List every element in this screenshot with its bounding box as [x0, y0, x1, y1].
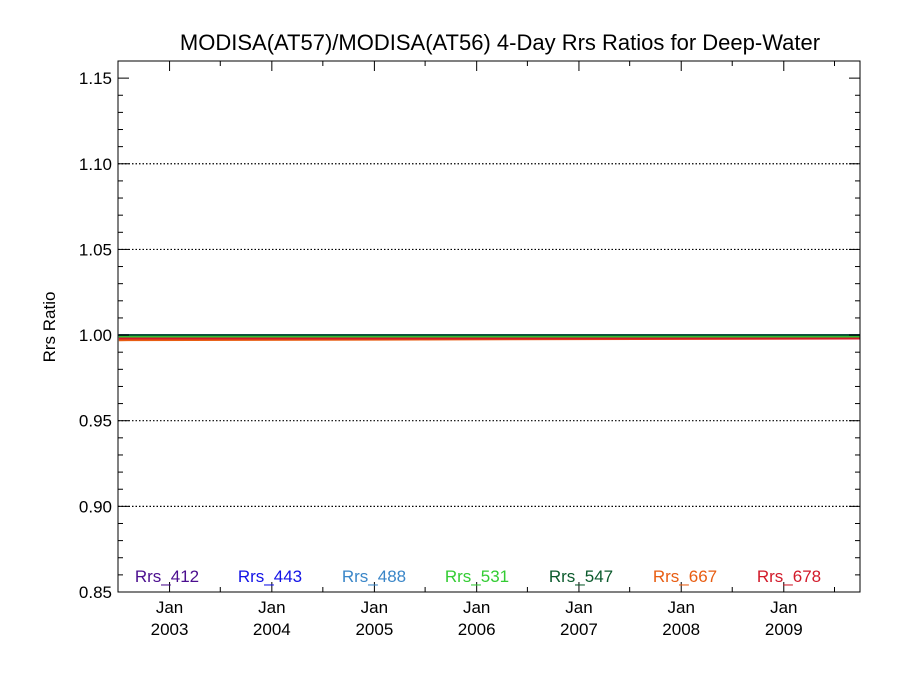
- x-tick-label-year: 2003: [151, 620, 189, 639]
- y-tick-label: 1.15: [79, 69, 112, 88]
- x-tick-labels: Jan 2003 Jan 2004 Jan 2005 Jan 2006 Jan 2007 Jan 20…: [151, 598, 803, 639]
- x-tick-label-year: 2005: [355, 620, 393, 639]
- legend-entry: Rrs_488: [342, 567, 406, 586]
- legend-entry: Rrs_412: [135, 567, 199, 586]
- x-tick-label-year: 2004: [253, 620, 291, 639]
- legend-entry: Rrs_547: [549, 567, 613, 586]
- legend-entry: Rrs_443: [238, 567, 302, 586]
- y-tick-label: 1.05: [79, 240, 112, 259]
- x-tick-label-month: Jan: [565, 598, 592, 617]
- legend: Rrs_412 Rrs_443 Rrs_488 Rrs_531 Rrs_547 Rrs_6…: [135, 567, 821, 586]
- x-tick-label-month: Jan: [770, 598, 797, 617]
- x-tick-label-month: Jan: [258, 598, 285, 617]
- x-tick-label-month: Jan: [361, 598, 388, 617]
- x-tick-label-month: Jan: [156, 598, 183, 617]
- chart-title: MODISA(AT57)/MODISA(AT56) 4-Day Rrs Rati…: [180, 30, 820, 55]
- x-tick-label-month: Jan: [668, 598, 695, 617]
- legend-entry: Rrs_667: [653, 567, 717, 586]
- x-tick-label-year: 2006: [458, 620, 496, 639]
- series-lines: [118, 334, 861, 342]
- x-tick-label-year: 2009: [765, 620, 803, 639]
- legend-entry: Rrs_678: [757, 567, 821, 586]
- plot-frame: [117, 60, 861, 593]
- y-axis-label: Rrs Ratio: [40, 292, 59, 363]
- y-tick-label: 1.00: [79, 326, 112, 345]
- legend-entry: Rrs_531: [445, 567, 509, 586]
- x-tick-label-year: 2008: [662, 620, 700, 639]
- axis-ticks: [118, 61, 860, 593]
- x-tick-label-month: Jan: [463, 598, 490, 617]
- y-tick-label: 1.10: [79, 155, 112, 174]
- y-tick-label: 0.95: [79, 412, 112, 431]
- x-tick-label-year: 2007: [560, 620, 598, 639]
- y-tick-labels: 0.85 0.90 0.95 1.00 1.05 1.10 1.15: [79, 69, 112, 602]
- y-tick-label: 0.85: [79, 583, 112, 602]
- y-tick-label: 0.90: [79, 497, 112, 516]
